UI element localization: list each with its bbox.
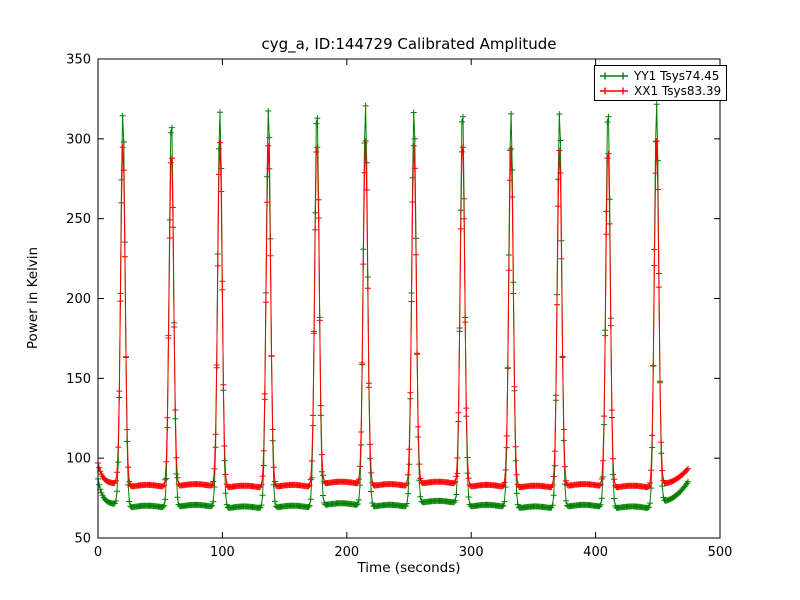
x-tick-label: 200 xyxy=(334,545,359,560)
legend-line-marker-icon xyxy=(600,87,628,94)
y-tick-label: 250 xyxy=(66,212,91,227)
y-tick-label: 200 xyxy=(66,292,91,307)
x-tick-label: 100 xyxy=(210,545,235,560)
y-tick-label: 100 xyxy=(66,452,91,467)
legend-line-marker-icon xyxy=(600,72,628,79)
legend-entry-xx1: XX1 Tsys83.39 xyxy=(599,84,721,98)
y-tick-label: 300 xyxy=(66,132,91,147)
x-tick-label: 0 xyxy=(94,545,102,560)
x-tick-label: 500 xyxy=(708,545,733,560)
x-axis-label: Time (seconds) xyxy=(357,560,461,576)
x-tick-label: 300 xyxy=(459,545,484,560)
legend-entry-yy1: YY1 Tsys74.45 xyxy=(599,69,721,83)
y-tick-label: 150 xyxy=(66,372,91,387)
y-tick-label: 50 xyxy=(74,532,91,547)
legend-label: XX1 Tsys83.39 xyxy=(634,83,722,98)
legend: YY1 Tsys74.45 XX1 Tsys83.39 xyxy=(594,65,728,101)
legend-label: YY1 Tsys74.45 xyxy=(634,68,720,83)
y-tick-label: 350 xyxy=(66,53,91,68)
x-tick-label: 400 xyxy=(583,545,608,560)
chart-title: cyg_a, ID:144729 Calibrated Amplitude xyxy=(261,35,557,53)
